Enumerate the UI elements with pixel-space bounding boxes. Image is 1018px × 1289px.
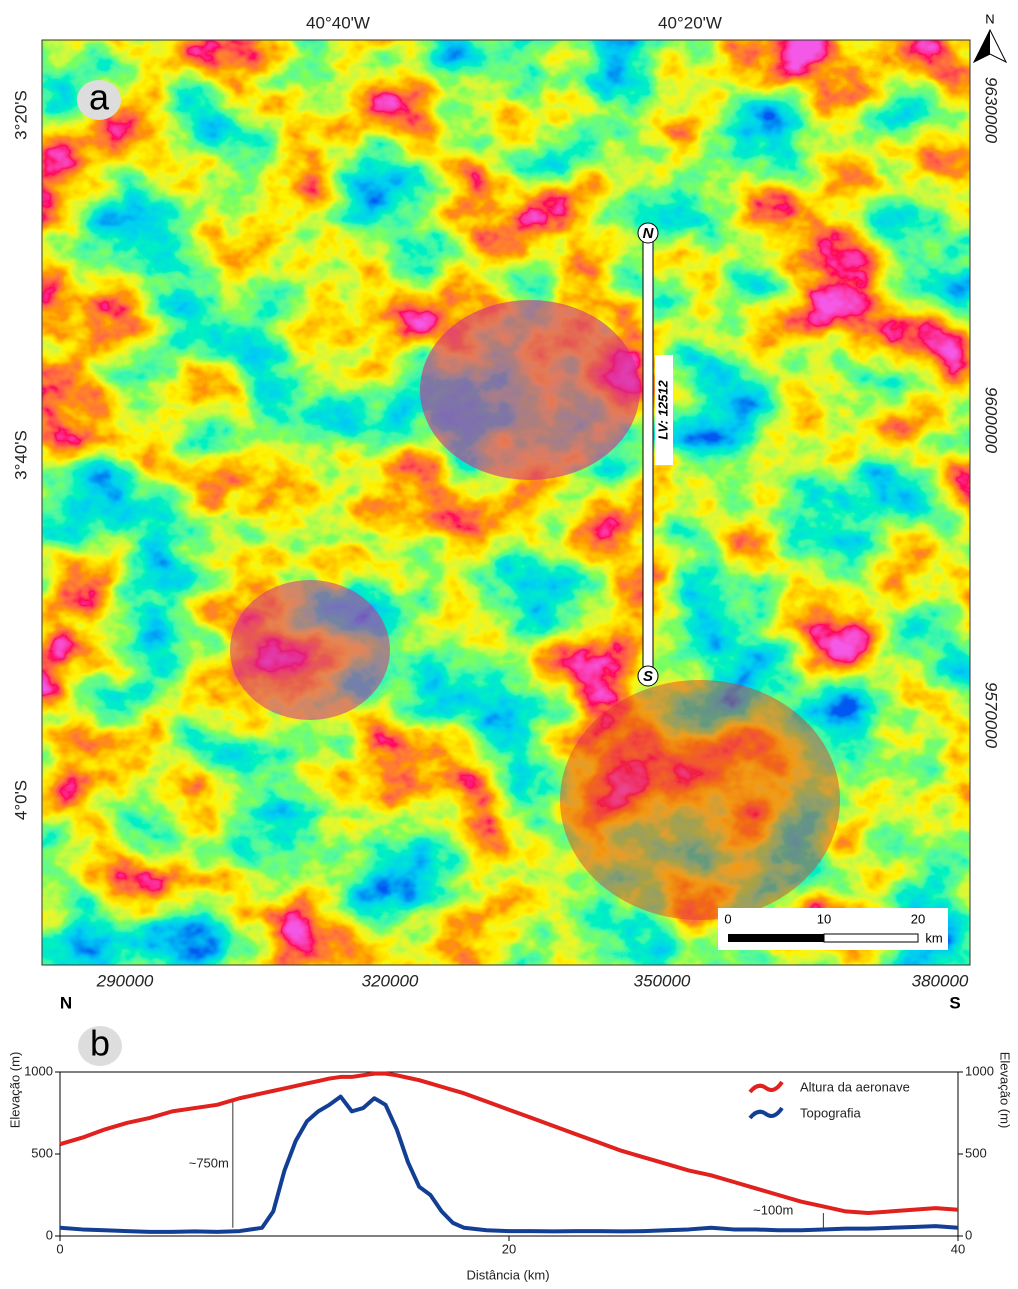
legend-label: Altura da aeronave: [800, 1079, 910, 1094]
northing-label: 9570000: [982, 682, 1001, 749]
legend-swatch: [750, 1108, 782, 1118]
start-label: N: [60, 993, 72, 1012]
lon-label: 40°40'W: [306, 13, 370, 32]
north-label: N: [985, 11, 994, 26]
y2-tick-label: 1000: [965, 1063, 994, 1078]
lat-label: 4°0'S: [11, 780, 30, 820]
panel-label: b: [90, 1023, 110, 1064]
y-tick-label: 1000: [24, 1063, 53, 1078]
y2-axis-label: Elevação (m): [998, 1052, 1013, 1129]
lat-label: 3°40'S: [11, 430, 30, 480]
scale-segment: [728, 934, 824, 942]
anomaly: [560, 680, 840, 920]
x-tick-label: 40: [951, 1241, 965, 1256]
scale-segment: [824, 934, 918, 942]
profile-chart: b N S Distância (km) Elevação (m) Elevaç…: [7, 993, 1012, 1282]
scale-tick: 0: [724, 911, 731, 926]
x-axis-label: Distância (km): [466, 1267, 549, 1282]
map-panel: a N 40°40'W 40°20'W 3°20'S 3°40'S 4°0'S …: [11, 11, 1006, 990]
series-line: [60, 1074, 958, 1213]
x-tick-label: 0: [56, 1241, 63, 1256]
legend-label: Topografia: [800, 1105, 861, 1120]
figure: a N 40°40'W 40°20'W 3°20'S 3°40'S 4°0'S …: [0, 0, 1018, 1284]
profile-end-label: S: [643, 668, 653, 685]
profile-start-label: N: [643, 225, 655, 242]
profile-label: LV: 12512: [655, 379, 670, 439]
y-tick-label: 500: [31, 1145, 53, 1160]
profile-line: [643, 240, 653, 670]
end-label: S: [949, 993, 960, 1012]
northing-label: 9630000: [982, 77, 1001, 144]
plot-frame: [60, 1072, 958, 1236]
y2-tick-label: 0: [965, 1227, 972, 1242]
panel-label: a: [89, 77, 110, 118]
x-tick-label: 20: [502, 1241, 516, 1256]
annotation: ~750m: [189, 1155, 229, 1170]
easting-label: 320000: [362, 971, 419, 990]
y-tick-label: 0: [46, 1227, 53, 1242]
lon-label: 40°20'W: [658, 13, 722, 32]
annotation: ~100m: [753, 1202, 793, 1217]
scale-unit: km: [925, 930, 942, 945]
northing-label: 9600000: [982, 387, 1001, 454]
anomaly: [230, 580, 390, 720]
easting-label: 380000: [912, 971, 969, 990]
legend-swatch: [750, 1082, 782, 1092]
scale-tick: 20: [911, 911, 925, 926]
easting-label: 290000: [96, 971, 154, 990]
lat-label: 3°20'S: [11, 90, 30, 140]
anomaly: [420, 300, 640, 480]
y2-tick-label: 500: [965, 1145, 987, 1160]
scale-tick: 10: [817, 911, 831, 926]
y-axis-label: Elevação (m): [7, 1052, 22, 1129]
easting-label: 350000: [634, 971, 691, 990]
